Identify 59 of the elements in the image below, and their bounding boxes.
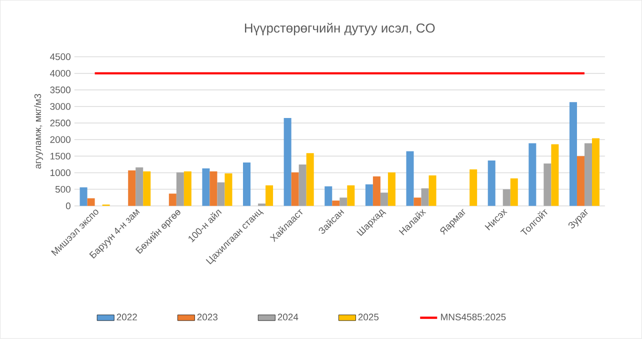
bar xyxy=(128,170,136,206)
bar xyxy=(428,176,436,206)
bar xyxy=(298,164,306,206)
bar xyxy=(365,184,373,206)
bar xyxy=(380,192,388,206)
y-tick-label: 2000 xyxy=(50,136,70,144)
bar xyxy=(584,143,592,206)
bar xyxy=(576,156,584,206)
bar xyxy=(421,188,429,206)
bar xyxy=(544,164,552,206)
bar xyxy=(143,172,151,206)
legend-label: 2023 xyxy=(197,314,218,321)
bar xyxy=(332,200,340,206)
bar xyxy=(372,176,380,206)
bar xyxy=(258,204,266,206)
y-tick-label: 500 xyxy=(55,186,70,193)
bar xyxy=(414,198,422,206)
bar xyxy=(224,174,232,206)
bar xyxy=(291,172,299,206)
y-tick-label: 1000 xyxy=(50,170,70,176)
bar xyxy=(176,172,184,206)
bar xyxy=(592,138,600,206)
bar xyxy=(136,168,144,206)
bar xyxy=(551,144,559,206)
bar xyxy=(388,172,396,206)
bar xyxy=(217,182,225,206)
y-tick-label: 3000 xyxy=(50,103,70,110)
y-tick-label: 4500 xyxy=(50,54,70,60)
chart-title: Нүүрстөрөгчийн дутуу исэл, CO xyxy=(244,23,435,36)
legend-label: 2024 xyxy=(278,314,298,321)
legend-label: MNS4585:2025 xyxy=(441,314,506,321)
bar xyxy=(340,198,348,206)
bar xyxy=(80,187,88,206)
legend-label: 2025 xyxy=(358,314,379,321)
y-tick-label: 3500 xyxy=(50,86,70,94)
bar xyxy=(510,178,518,206)
y-axis-title: агууламж, мкг/м3 xyxy=(34,94,43,169)
bar xyxy=(266,185,274,206)
bar xyxy=(87,198,95,206)
y-tick-label: 2500 xyxy=(50,120,70,127)
bar xyxy=(406,151,414,206)
bar xyxy=(502,189,510,206)
bar xyxy=(488,160,496,206)
bar xyxy=(184,172,192,206)
bar xyxy=(470,170,478,206)
bar xyxy=(306,153,314,206)
bar xyxy=(202,168,210,206)
y-tick-label: 4000 xyxy=(50,70,70,77)
bar xyxy=(243,162,251,206)
bar xyxy=(210,172,218,206)
bar xyxy=(324,186,332,206)
bar xyxy=(347,185,355,206)
y-tick-label: 0 xyxy=(66,202,70,210)
bar xyxy=(528,143,536,206)
y-tick-label: 1500 xyxy=(50,152,70,160)
bar xyxy=(569,102,577,206)
legend-label: 2022 xyxy=(116,314,137,321)
bar xyxy=(284,118,292,206)
bar xyxy=(168,194,176,206)
